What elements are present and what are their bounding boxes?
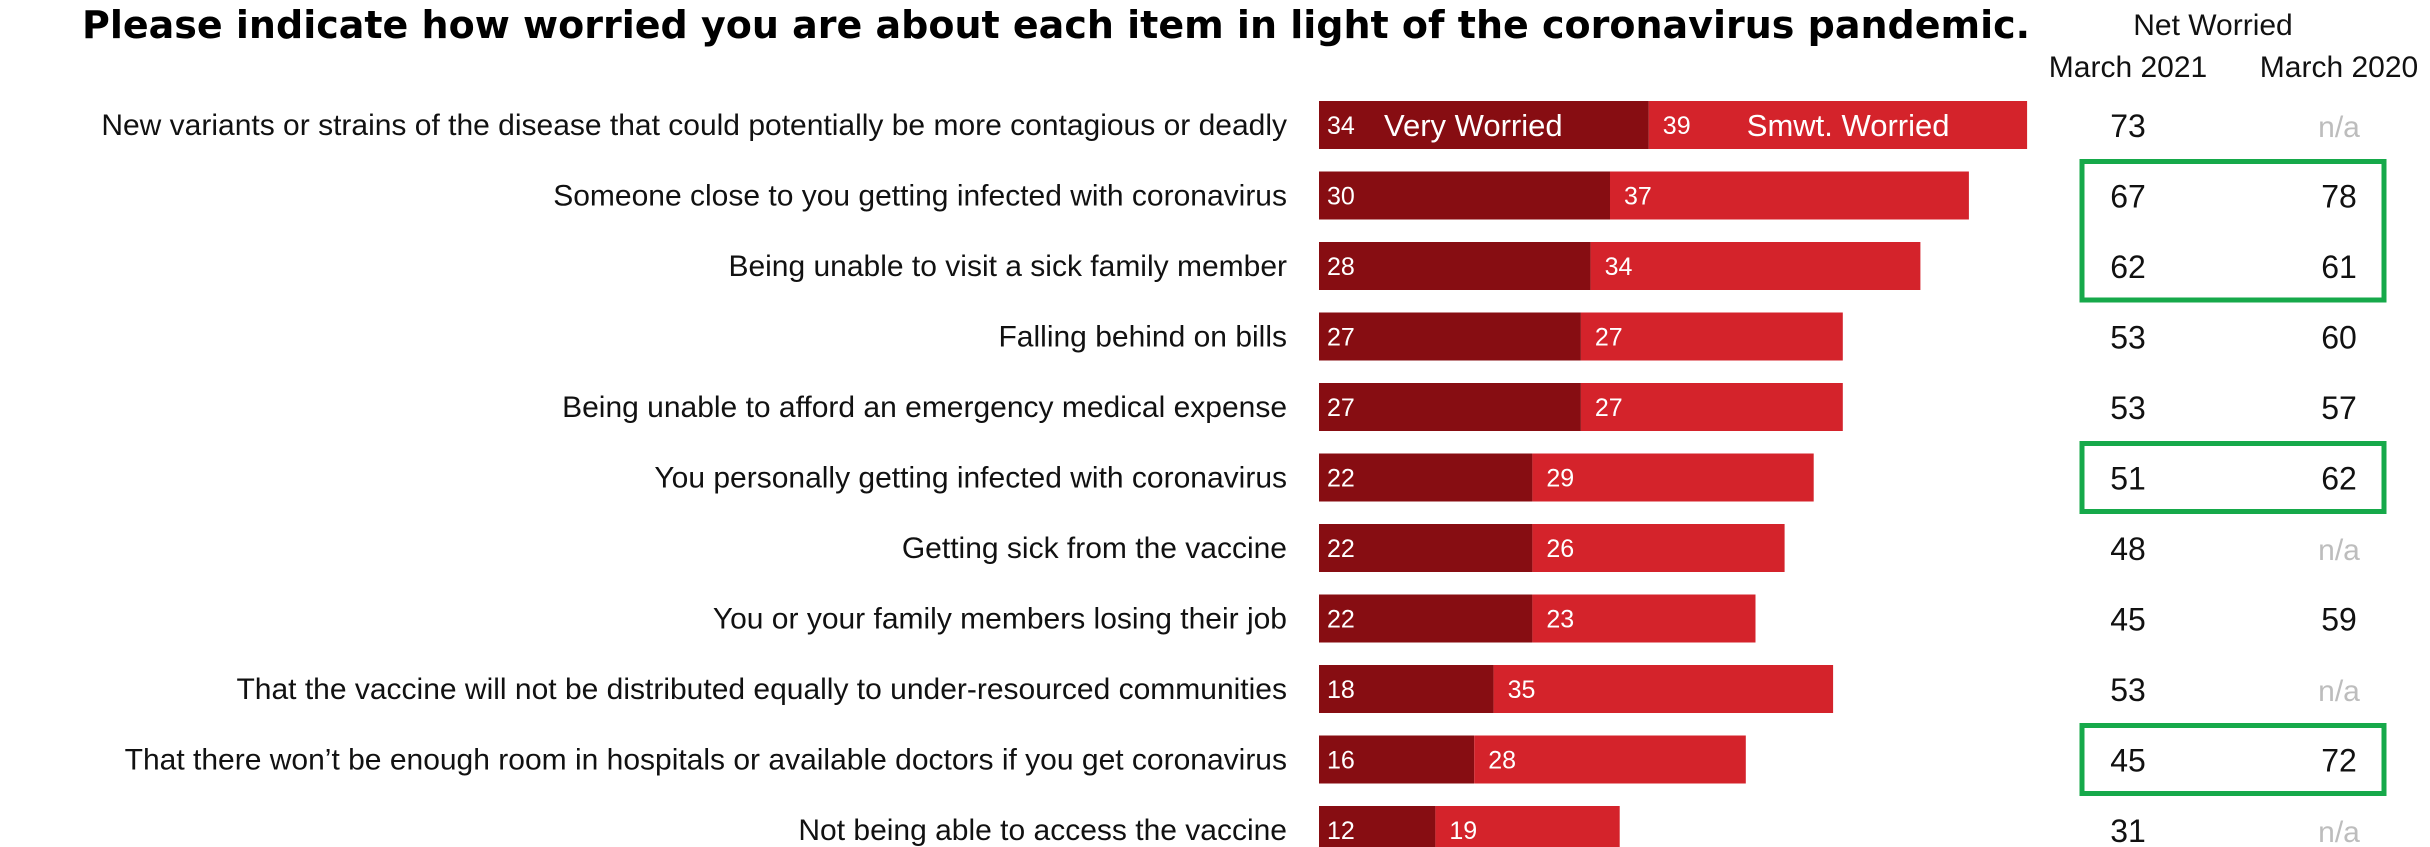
- bar-smwt-worried: [1532, 453, 1814, 502]
- bar-very-worried: [1319, 806, 1436, 847]
- bar-smwt-worried: [1532, 524, 1785, 572]
- net-worried-2020: n/a: [2318, 534, 2360, 567]
- value-label-very-worried: 27: [1327, 324, 1355, 352]
- bar-very-worried: [1319, 101, 1649, 149]
- category-label: That the vaccine will not be distributed…: [236, 673, 1287, 706]
- category-label: That there won’t be enough room in hospi…: [125, 744, 1287, 777]
- category-label: You personally getting infected with cor…: [654, 462, 1287, 495]
- bar-very-worried: [1319, 665, 1494, 713]
- net-worried-2020: 78: [2321, 179, 2357, 215]
- value-label-smwt-worried: 28: [1488, 747, 1516, 775]
- bar-very-worried: [1319, 594, 1533, 643]
- net-worried-2020: 60: [2321, 320, 2357, 356]
- value-label-smwt-worried: 34: [1605, 253, 1633, 281]
- col-header-2020: March 2020: [2260, 51, 2418, 84]
- value-label-very-worried: 28: [1327, 253, 1355, 281]
- bar-very-worried: [1319, 453, 1533, 502]
- value-label-very-worried: 30: [1327, 183, 1355, 211]
- bar-smwt-worried: [1580, 312, 1843, 361]
- bar-very-worried: [1319, 242, 1591, 290]
- bar-smwt-worried: [1590, 242, 1921, 290]
- net-worried-2021: 53: [2110, 672, 2146, 708]
- category-label: Someone close to you getting infected wi…: [553, 180, 1287, 213]
- bar-smwt-worried: [1435, 806, 1620, 847]
- highlight-box: [2079, 159, 2387, 303]
- value-label-very-worried: 22: [1327, 606, 1355, 634]
- net-worried-2021: 53: [2110, 320, 2146, 356]
- bar-smwt-worried: [1532, 594, 1756, 643]
- legend-very-worried: Very Worried: [1384, 108, 1563, 143]
- bar-smwt-worried: [1648, 101, 2028, 149]
- value-label-very-worried: 22: [1327, 535, 1355, 563]
- value-label-very-worried: 22: [1327, 465, 1355, 493]
- chart-title: Please indicate how worried you are abou…: [82, 3, 2030, 47]
- value-label-smwt-worried: 37: [1624, 183, 1652, 211]
- category-label: New variants or strains of the disease t…: [101, 109, 1287, 142]
- net-worried-2020: 57: [2321, 390, 2357, 426]
- category-label: You or your family members losing their …: [713, 603, 1287, 636]
- net-worried-2021: 45: [2110, 743, 2146, 779]
- net-worried-header: Net Worried: [2133, 9, 2293, 42]
- net-worried-2020: n/a: [2318, 111, 2360, 144]
- value-label-very-worried: 27: [1327, 394, 1355, 422]
- net-worried-2020: 72: [2321, 743, 2357, 779]
- bar-smwt-worried: [1610, 171, 1969, 220]
- legend-smwt-worried: Smwt. Worried: [1747, 108, 1950, 143]
- net-worried-2021: 51: [2110, 461, 2146, 497]
- net-worried-2021: 62: [2110, 249, 2146, 285]
- bar-smwt-worried: [1474, 735, 1746, 784]
- bar-smwt-worried: [1580, 383, 1843, 431]
- value-label-smwt-worried: 29: [1546, 465, 1574, 493]
- bar-very-worried: [1319, 524, 1533, 572]
- value-label-very-worried: 34: [1327, 112, 1355, 140]
- net-worried-2021: 48: [2110, 531, 2146, 567]
- category-label: Getting sick from the vaccine: [902, 532, 1287, 565]
- bar-rows: New variants or strains of the disease t…: [101, 101, 2360, 847]
- value-label-smwt-worried: 19: [1449, 817, 1477, 845]
- net-worried-2020: n/a: [2318, 816, 2360, 847]
- value-label-smwt-worried: 26: [1546, 535, 1574, 563]
- value-label-smwt-worried: 39: [1663, 112, 1691, 140]
- bar-very-worried: [1319, 383, 1581, 431]
- category-label: Falling behind on bills: [998, 321, 1287, 354]
- value-label-smwt-worried: 27: [1595, 394, 1623, 422]
- bar-very-worried: [1319, 735, 1475, 784]
- highlight-box: [2079, 441, 2387, 514]
- category-label: Being unable to afford an emergency medi…: [562, 391, 1287, 424]
- bar-smwt-worried: [1493, 665, 1834, 713]
- net-worried-2021: 73: [2110, 108, 2146, 144]
- net-worried-2021: 31: [2110, 813, 2146, 847]
- value-label-smwt-worried: 27: [1595, 324, 1623, 352]
- net-worried-2021: 53: [2110, 390, 2146, 426]
- category-label: Not being able to access the vaccine: [798, 814, 1287, 847]
- net-worried-2020: 59: [2321, 602, 2357, 638]
- net-worried-2021: 67: [2110, 179, 2146, 215]
- value-label-very-worried: 12: [1327, 817, 1355, 845]
- highlight-box: [2079, 723, 2387, 796]
- net-worried-2021: 45: [2110, 602, 2146, 638]
- category-label: Being unable to visit a sick family memb…: [728, 250, 1287, 283]
- net-worried-2020: 62: [2321, 461, 2357, 497]
- value-label-very-worried: 16: [1327, 747, 1355, 775]
- net-worried-2020: 61: [2321, 249, 2357, 285]
- value-label-smwt-worried: 23: [1546, 606, 1574, 634]
- value-label-very-worried: 18: [1327, 676, 1355, 704]
- bar-very-worried: [1319, 312, 1581, 361]
- value-label-smwt-worried: 35: [1508, 676, 1536, 704]
- col-header-2021: March 2021: [2049, 51, 2207, 84]
- highlight-boxes: [2079, 159, 2387, 796]
- net-worried-2020: n/a: [2318, 675, 2360, 708]
- bar-very-worried: [1319, 171, 1610, 220]
